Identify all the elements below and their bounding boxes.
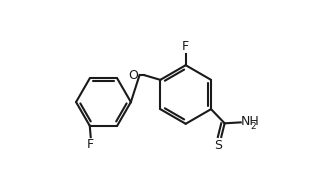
Text: NH: NH	[241, 115, 260, 128]
Text: F: F	[182, 40, 189, 53]
Text: 2: 2	[251, 122, 256, 131]
Text: O: O	[129, 69, 139, 82]
Text: F: F	[87, 138, 94, 151]
Text: S: S	[214, 139, 222, 152]
